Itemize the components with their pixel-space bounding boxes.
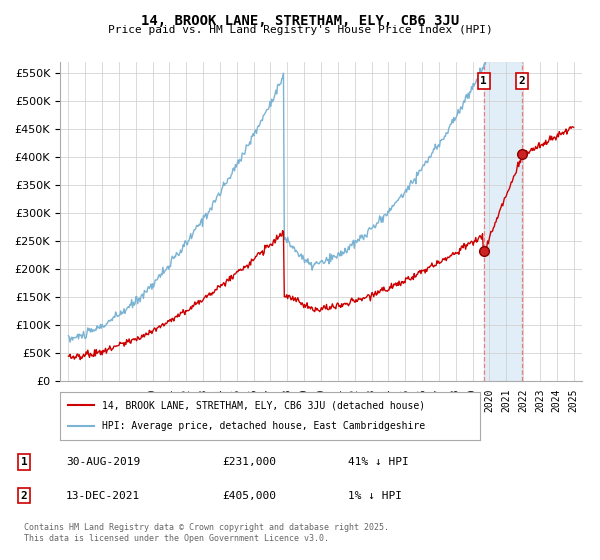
Text: 14, BROOK LANE, STRETHAM, ELY, CB6 3JU: 14, BROOK LANE, STRETHAM, ELY, CB6 3JU: [141, 14, 459, 28]
Text: Contains HM Land Registry data © Crown copyright and database right 2025.
This d: Contains HM Land Registry data © Crown c…: [24, 524, 389, 543]
Text: 2: 2: [519, 76, 526, 86]
Text: 13-DEC-2021: 13-DEC-2021: [66, 491, 140, 501]
Text: 1% ↓ HPI: 1% ↓ HPI: [348, 491, 402, 501]
Text: HPI: Average price, detached house, East Cambridgeshire: HPI: Average price, detached house, East…: [102, 421, 425, 431]
Text: 41% ↓ HPI: 41% ↓ HPI: [348, 457, 409, 467]
Text: 1: 1: [20, 457, 28, 467]
Text: £405,000: £405,000: [222, 491, 276, 501]
Bar: [484, 62, 522, 381]
Text: 14, BROOK LANE, STRETHAM, ELY, CB6 3JU (detached house): 14, BROOK LANE, STRETHAM, ELY, CB6 3JU (…: [102, 400, 425, 410]
Text: 2: 2: [20, 491, 28, 501]
Text: £231,000: £231,000: [222, 457, 276, 467]
Text: Price paid vs. HM Land Registry's House Price Index (HPI): Price paid vs. HM Land Registry's House …: [107, 25, 493, 35]
Text: 30-AUG-2019: 30-AUG-2019: [66, 457, 140, 467]
Text: 1: 1: [480, 76, 487, 86]
